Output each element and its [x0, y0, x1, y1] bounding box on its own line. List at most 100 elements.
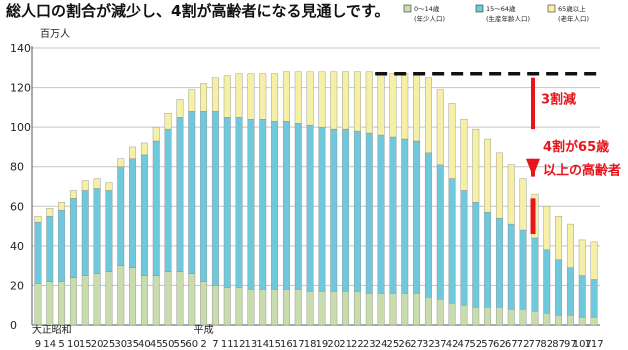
bar-segment-young — [235, 287, 243, 326]
bar-segment-working — [235, 117, 243, 288]
x-tick-label: 14 — [256, 339, 269, 350]
reduction-arrowhead — [526, 158, 540, 177]
bar-segment-young — [176, 271, 184, 326]
bar-segment-young — [152, 275, 160, 326]
legend-sublabel: (生産年齢人口) — [486, 14, 530, 23]
bar-segment-working — [342, 128, 350, 292]
bar-segment-working — [271, 121, 279, 290]
x-tick-label: 14 — [43, 339, 56, 350]
bar-segment-elderly — [330, 71, 338, 130]
x-tick-label: 5 — [58, 339, 64, 350]
bar-segment-elderly — [176, 99, 184, 118]
bar-segment-elderly — [81, 180, 89, 191]
bar-segment-elderly — [69, 190, 77, 199]
bar-segment-elderly — [590, 241, 598, 280]
bar-segment-young — [129, 267, 137, 326]
bar-segment-working — [140, 154, 148, 276]
legend: 0〜14歳(年少人口) 15〜64歳(生産年齢人口) 65歳以上(老年人口) — [403, 4, 589, 23]
bar-segment-working — [176, 117, 184, 272]
bar-segment-elderly — [117, 158, 125, 167]
bar-segment-elderly — [129, 146, 137, 160]
bar-segment-working — [566, 267, 574, 316]
x-tick-label: 72 — [517, 339, 530, 350]
x-tick-label: 23 — [363, 339, 376, 350]
x-tick-label: 27 — [410, 339, 423, 350]
legend-swatch — [403, 4, 412, 13]
bar-segment-young — [93, 273, 101, 326]
x-tick-label: 47 — [458, 339, 471, 350]
bar-segment-working — [495, 217, 503, 308]
bar-segment-working — [211, 111, 219, 286]
bar-segment-working — [200, 111, 208, 282]
bar-segment-young — [389, 293, 397, 326]
bar-segment-young — [105, 271, 113, 326]
y-axis: 0 20 40 60 80 100 120 140 — [10, 42, 600, 332]
bar-segment-elderly — [353, 71, 361, 132]
bar-segment-working — [555, 259, 563, 316]
bar-segment-working — [93, 188, 101, 274]
bar-segment-working — [424, 152, 432, 298]
bar-segment-elderly — [424, 77, 432, 154]
y-tick-label: 100 — [10, 121, 31, 134]
era-label: 昭和 — [52, 324, 72, 336]
bar-segment-elderly — [34, 215, 42, 223]
x-tick-label: 37 — [434, 339, 447, 350]
bar-segment-young — [46, 281, 54, 326]
bar-segment-working — [484, 212, 492, 308]
bar-segment-young — [282, 289, 290, 326]
bar-segment-working — [377, 134, 385, 294]
bar-segment-elderly — [401, 73, 409, 140]
bar-segment-young — [69, 277, 77, 326]
x-tick-label: 9 — [35, 339, 41, 350]
x-tick-label: 12 — [233, 339, 246, 350]
legend-label: 0〜14歳 — [414, 4, 440, 13]
bar-segment-working — [448, 178, 456, 304]
x-tick-label: 50 — [162, 339, 175, 350]
bar-segment-young — [34, 283, 42, 326]
bar-segment-working — [58, 210, 66, 282]
annotation-reduction: 3割減 — [541, 91, 576, 107]
bar-segment-young — [188, 273, 196, 326]
bar-segment-elderly — [259, 73, 267, 120]
x-tick-label: 22 — [351, 339, 364, 350]
bar-segment-elderly — [555, 215, 563, 260]
x-tick-label: 20 — [327, 339, 340, 350]
bar-segment-young — [365, 293, 373, 326]
elderly-share-bar-highlight — [530, 198, 536, 234]
bar-segment-young — [590, 316, 598, 326]
bar-segment-working — [507, 223, 515, 310]
x-tick-label: 117 — [585, 339, 604, 350]
era-label: 平成 — [194, 324, 214, 336]
bar-segment-young — [353, 291, 361, 326]
bar-segment-working — [318, 126, 326, 292]
bar-segment-elderly — [200, 83, 208, 112]
bar-segment-young — [140, 275, 148, 326]
bar-segment-working — [389, 136, 397, 294]
bar-segment-young — [223, 287, 231, 326]
x-tick-label: 62 — [493, 339, 506, 350]
bar-segment-working — [294, 122, 302, 290]
bar-segment-elderly — [164, 113, 172, 130]
x-tick-label: 2 — [200, 339, 206, 350]
bar-segment-young — [377, 293, 385, 326]
x-tick-label: 57 — [481, 339, 494, 350]
bar-segment-working — [223, 117, 231, 288]
y-tick-label: 120 — [10, 82, 31, 95]
bar-segment-working — [282, 121, 290, 290]
legend-swatch — [547, 4, 556, 13]
bar-segment-young — [507, 308, 515, 326]
bar-segment-young — [117, 265, 125, 326]
bar-segment-working — [365, 132, 373, 294]
bar-segment-elderly — [342, 71, 350, 130]
x-tick-label: 17 — [292, 339, 305, 350]
x-tick-label: 15 — [79, 339, 92, 350]
x-tick-label: 77 — [529, 339, 542, 350]
bar-segment-working — [330, 128, 338, 292]
x-tick-label: 13 — [245, 339, 258, 350]
y-tick-label: 80 — [10, 161, 24, 174]
bar-segment-elderly — [247, 73, 255, 120]
bar-segment-elderly — [306, 71, 314, 126]
x-tick-label: 42 — [446, 339, 459, 350]
bar-segment-elderly — [484, 138, 492, 213]
